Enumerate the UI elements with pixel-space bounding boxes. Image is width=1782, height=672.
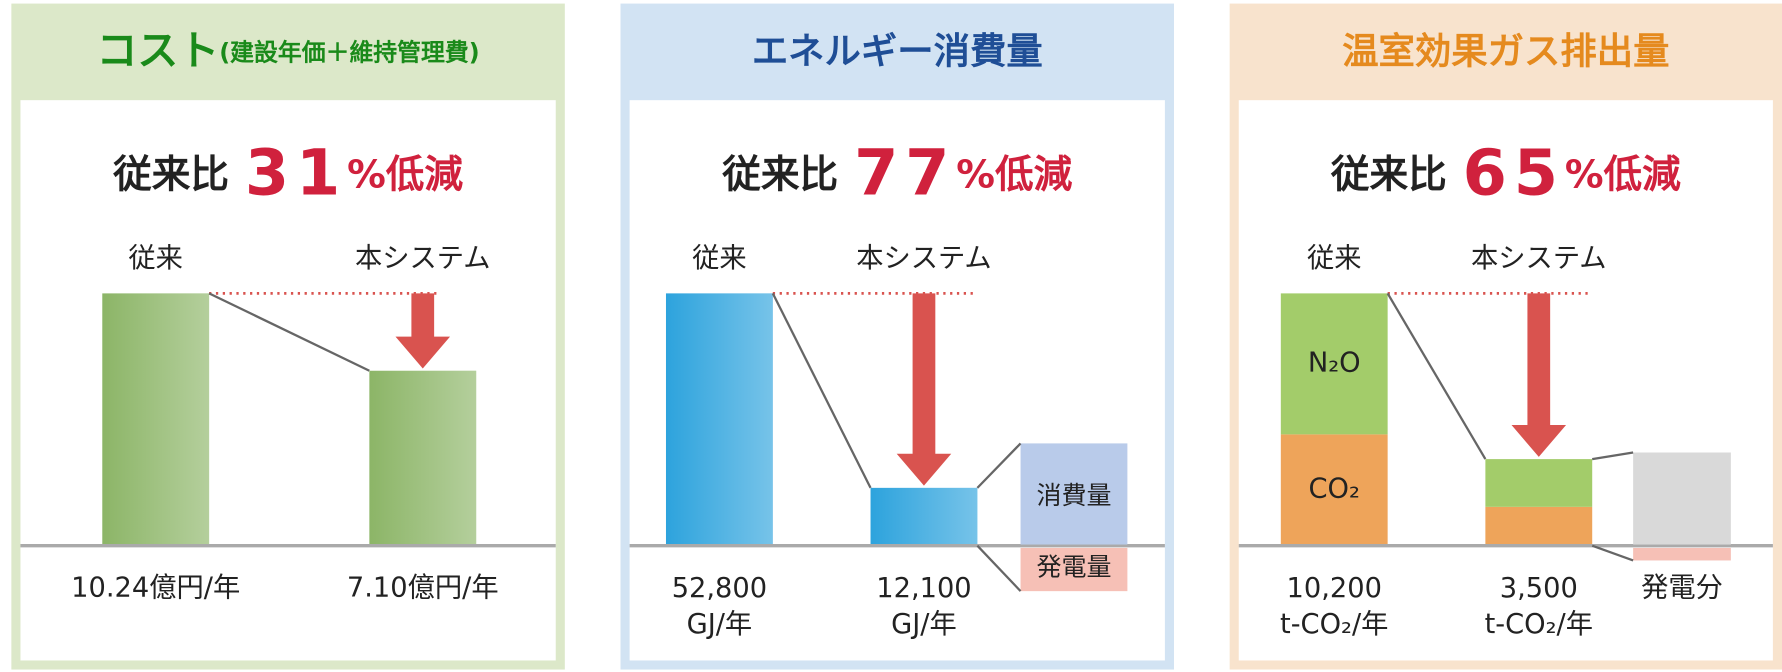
panel-title: 温室効果ガス排出量 — [1342, 30, 1669, 73]
bar-segment — [1485, 459, 1593, 507]
category-label: 本システム — [1471, 243, 1607, 274]
headline: 従来比 65%低減 — [1330, 136, 1681, 210]
reduction-arrow — [395, 293, 451, 369]
category-label: 本システム — [355, 243, 491, 274]
bar-segment — [1485, 506, 1593, 546]
headline-suffix: %低減 — [1565, 152, 1681, 197]
segment-label: N₂O — [1308, 347, 1361, 378]
title-text: エネルギー消費量 — [752, 30, 1043, 73]
connector — [208, 292, 370, 372]
panel-title: エネルギー消費量 — [752, 30, 1043, 73]
headline-suffix: %低減 — [956, 152, 1072, 197]
value-label: 52,800 GJ/年 — [672, 572, 767, 639]
panel-title: コスト(建設年価＋維持管理費) — [97, 27, 480, 75]
connector — [771, 292, 872, 489]
segment-label: CO₂ — [1309, 474, 1360, 505]
category-label: 従来 — [1307, 243, 1362, 274]
connector — [1386, 292, 1487, 460]
title-text: コスト — [97, 27, 220, 75]
category-label: 本システム — [856, 243, 992, 274]
headline-value: 31 — [245, 136, 347, 210]
value-label: 12,100 GJ/年 — [876, 572, 971, 639]
bar-segment — [1280, 293, 1388, 435]
side-label: 発電量 — [1036, 552, 1111, 581]
headline-suffix: %低減 — [347, 152, 463, 197]
offset-box — [1633, 452, 1731, 545]
generation-box — [1020, 547, 1128, 592]
side-label: 消費量 — [1036, 481, 1111, 510]
value-label: 7.10億円/年 — [347, 572, 499, 603]
generation-box — [1633, 547, 1731, 561]
bar-shine — [870, 487, 978, 546]
consumption-box — [1020, 443, 1128, 545]
headline-prefix: 従来比 — [1330, 152, 1447, 197]
bar-shine — [369, 370, 477, 546]
side-connector — [1592, 451, 1634, 461]
value-label: 3,500 t-CO₂/年 — [1485, 572, 1593, 639]
headline: 従来比 31%低減 — [112, 136, 463, 210]
reduction-arrow — [1511, 293, 1567, 457]
bar-segment — [1280, 434, 1388, 546]
headline-prefix: 従来比 — [721, 152, 838, 197]
bar-shine — [665, 293, 773, 546]
headline-value: 77 — [854, 136, 956, 210]
headline-prefix: 従来比 — [112, 152, 229, 197]
reduction-arrow — [896, 293, 952, 486]
title-text: 温室効果ガス排出量 — [1342, 30, 1669, 73]
side-connector — [976, 442, 1022, 489]
value-label: 10,200 t-CO₂/年 — [1280, 572, 1388, 639]
side-connector — [976, 544, 1022, 592]
bar-shine — [102, 293, 210, 546]
headline: 従来比 77%低減 — [721, 136, 1072, 210]
side-connector — [1591, 544, 1634, 562]
value-label: 10.24億円/年 — [71, 572, 240, 603]
subtitle-text: (建設年価＋維持管理費) — [219, 38, 479, 66]
category-label: 従来 — [692, 243, 747, 274]
category-label: 従来 — [128, 243, 183, 274]
side-label: 発電分 — [1641, 572, 1723, 603]
headline-value: 65 — [1463, 136, 1565, 210]
